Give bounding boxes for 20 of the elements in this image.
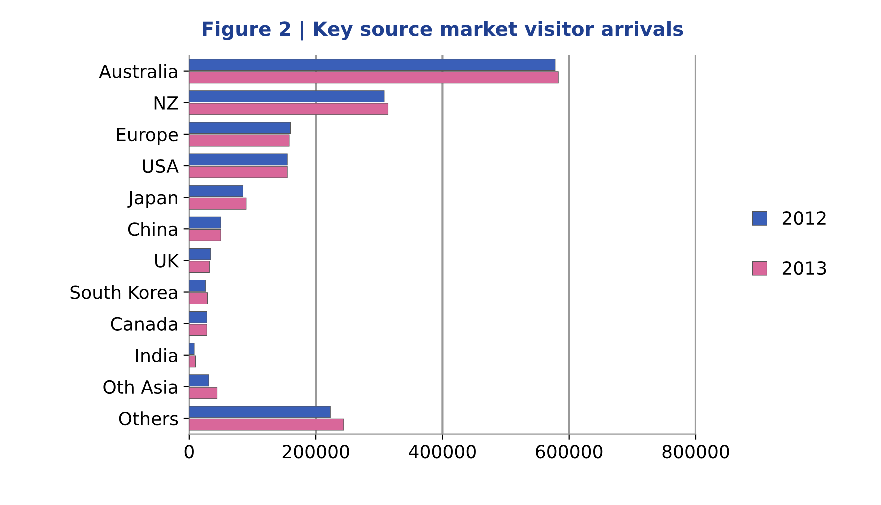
y-tick-label: Canada — [111, 316, 178, 331]
x-tick-label: 0 — [184, 445, 194, 459]
y-tick-label: South Korea — [70, 285, 178, 300]
y-tick-label: Others — [119, 412, 178, 426]
y-tick-label: India — [136, 348, 178, 363]
x-tick-label: 400000 — [409, 445, 476, 459]
y-tick-label: Europe — [117, 128, 178, 146]
y-tick-label: Japan — [128, 191, 178, 208]
legend-label: 2013 — [782, 261, 826, 276]
x-tick-label: 200000 — [282, 445, 350, 459]
y-tick-label: Australia — [99, 64, 178, 78]
x-tick-label: 600000 — [536, 445, 603, 459]
y-tick-label: NZ — [154, 96, 178, 110]
x-tick-label: 800000 — [662, 445, 730, 459]
y-tick-label: China — [128, 222, 178, 236]
legend-label: 2012 — [782, 212, 826, 226]
y-tick-label: UK — [156, 254, 180, 268]
y-tick-label: USA — [143, 159, 179, 174]
chart-title: Figure 2 | Key source market visitor arrivals — [203, 21, 684, 41]
y-tick-label: Oth Asia — [104, 380, 178, 394]
